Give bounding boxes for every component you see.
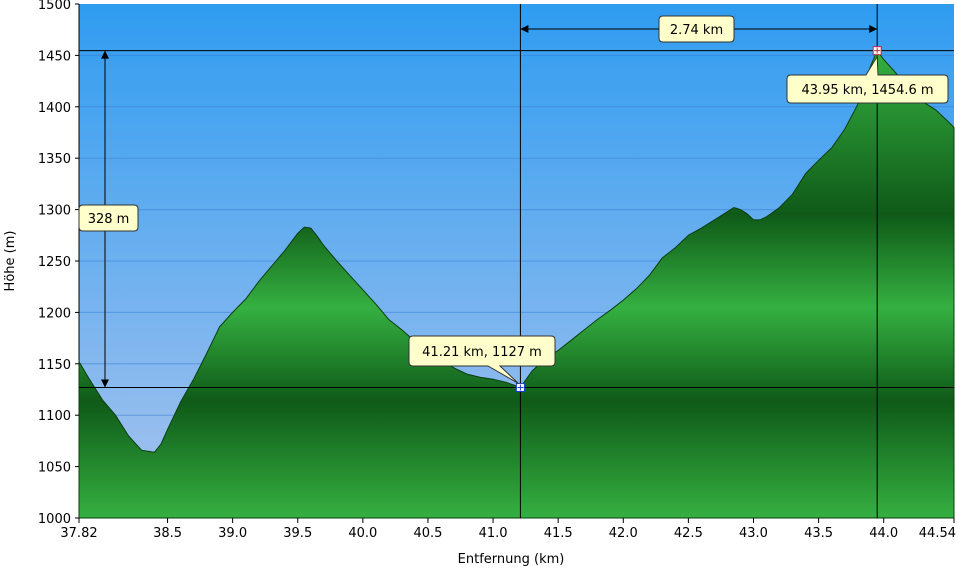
- distance-callout-box: [658, 15, 735, 43]
- y-tick-label: 1450: [38, 49, 71, 64]
- measurement-overlay: 2.74 km 328 m 41.21 km, 1127 m 43.95 km, 14…: [78, 4, 954, 518]
- y-tick-label: 1350: [38, 152, 71, 167]
- distance-arrow-head-left: [520, 25, 529, 33]
- x-tick-label: 44.0: [869, 526, 898, 541]
- x-tick-label: 40.0: [348, 526, 377, 541]
- y-axis-title: Höhe (m): [3, 231, 18, 292]
- x-axis-title: Entfernung (km): [458, 552, 565, 567]
- y-tick-label: 1050: [38, 461, 71, 476]
- height-callout: 328 m: [78, 204, 139, 232]
- distance-callout: 2.74 km: [658, 15, 735, 43]
- x-axis: 37.82 38.5 39.0 39.5 40.0 40.5 41.0 41.5 42.0 42.…: [60, 518, 956, 541]
- height-arrow-head-bottom: [101, 379, 109, 388]
- point-b-callout-text: 43.95 km, 1454.6 m: [801, 83, 933, 98]
- x-tick-label: 38.5: [153, 526, 182, 541]
- x-tick-label: 43.5: [804, 526, 833, 541]
- x-tick-label: 39.0: [218, 526, 247, 541]
- point-a-callout-text: 41.21 km, 1127 m: [422, 345, 542, 360]
- y-tick-label: 1500: [38, 0, 71, 13]
- y-tick-label: 1400: [38, 101, 71, 116]
- x-tick-label: 43.0: [739, 526, 768, 541]
- point-a-callout-box: [408, 335, 556, 384]
- point-a-marker-cross: [517, 384, 524, 391]
- height-callout-box: [78, 204, 139, 232]
- y-axis: 1000 1050 1100 1150 1200 1250 1300 1350 1400 1450…: [38, 0, 79, 527]
- x-tick-label: 42.5: [674, 526, 703, 541]
- distance-arrow-head-right: [869, 25, 878, 33]
- distance-callout-text: 2.74 km: [670, 23, 723, 38]
- y-tick-label: 1150: [38, 358, 71, 373]
- point-b-callout-box: [786, 55, 949, 104]
- x-tick-label: 40.5: [413, 526, 442, 541]
- y-tick-label: 1300: [38, 204, 71, 219]
- point-b-marker-cross: [874, 47, 881, 54]
- y-tick-label: 1100: [38, 409, 71, 424]
- y-tick-label: 1200: [38, 306, 71, 321]
- point-a-callout: 41.21 km, 1127 m: [408, 335, 556, 384]
- x-tick-label: 44.54: [919, 526, 956, 541]
- height-callout-text: 328 m: [88, 212, 130, 227]
- x-tick-label: 41.5: [544, 526, 573, 541]
- x-tick-label: 42.0: [609, 526, 638, 541]
- height-arrow-head-top: [101, 50, 109, 59]
- y-tick-label: 1250: [38, 255, 71, 270]
- point-b-callout: 43.95 km, 1454.6 m: [786, 55, 949, 104]
- y-tick-label: 1000: [38, 512, 71, 527]
- x-tick-label: 37.82: [60, 526, 97, 541]
- x-tick-label: 41.0: [479, 526, 508, 541]
- x-tick-label: 39.5: [283, 526, 312, 541]
